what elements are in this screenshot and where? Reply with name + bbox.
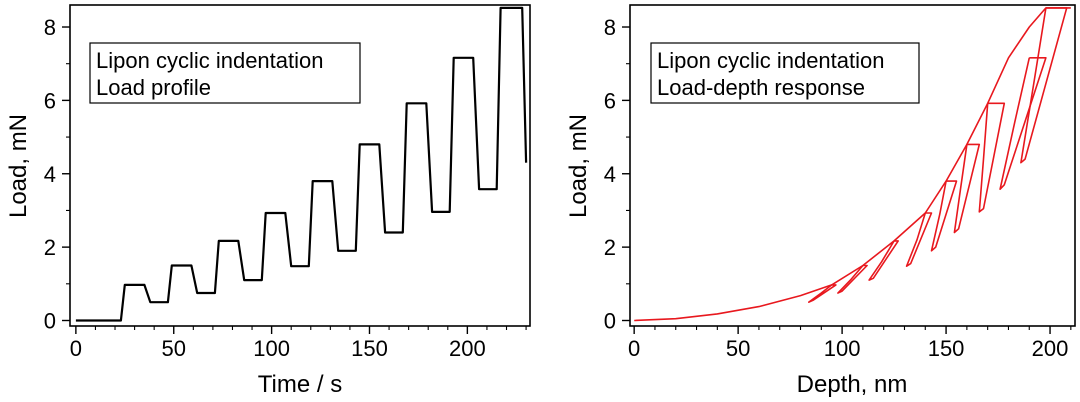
plot-frame (69, 4, 531, 327)
y-tick-label: 8 (604, 15, 616, 40)
y-tick-label: 8 (44, 15, 56, 40)
legend-line-2: Load-depth response (657, 75, 865, 100)
series-line-6 (930, 180, 958, 252)
x-tick-label: 150 (351, 336, 388, 361)
x-tick-label: 200 (1032, 336, 1069, 361)
y-axis-title: Load, mN (5, 114, 32, 218)
x-tick-label: 0 (628, 336, 640, 361)
series-line-9 (999, 56, 1047, 190)
load-profile-lines (75, 6, 528, 322)
y-tick-label: 0 (44, 308, 56, 333)
x-tick-label: 150 (928, 336, 965, 361)
y-tick-label: 2 (604, 235, 616, 260)
series-line-8 (978, 102, 1006, 213)
legend-line-1: Lipon cyclic indentation (96, 48, 323, 73)
series-line-2 (807, 284, 837, 304)
y-tick-label: 6 (44, 88, 56, 113)
x-tick-label: 200 (449, 336, 486, 361)
y-axis-ticks: 0 2 4 6 8 (604, 15, 630, 333)
x-tick-label: 0 (70, 336, 82, 361)
x-axis-ticks: 0 50 100 150 200 (628, 326, 1072, 361)
legend-box (89, 42, 361, 104)
legend-box (650, 42, 920, 104)
x-tick-label: 50 (726, 336, 750, 361)
series-line-5 (905, 212, 933, 268)
y-tick-label: 4 (604, 162, 616, 187)
load-profile-panel: 0 50 100 150 200 0 2 4 6 8 Time / s Load, mN Lip… (5, 4, 531, 398)
x-tick-label: 100 (253, 336, 290, 361)
x-axis-ticks: 0 50 100 150 200 (70, 326, 527, 361)
load-depth-panel: 0 50 100 150 200 0 2 4 6 8 Depth, nm Load, mN Li… (565, 4, 1076, 398)
x-tick-label: 50 (162, 336, 186, 361)
x-tick-label: 100 (824, 336, 861, 361)
series-line-7 (953, 143, 981, 234)
plot-frame (629, 4, 1076, 327)
x-axis-title: Time / s (258, 371, 342, 398)
y-axis-title: Load, mN (565, 114, 592, 218)
y-tick-label: 2 (44, 235, 56, 260)
series-line-10 (1020, 7, 1068, 164)
load-depth-lines (634, 7, 1071, 322)
series-line-1 (75, 6, 528, 322)
x-axis-title: Depth, nm (797, 371, 908, 398)
y-tick-label: 4 (44, 162, 56, 187)
legend-line-2: Load profile (96, 75, 211, 100)
y-tick-label: 0 (604, 308, 616, 333)
series-line-3 (837, 264, 868, 294)
series-line-4 (868, 240, 900, 281)
y-axis-ticks: 0 2 4 6 8 (44, 15, 70, 333)
legend-line-1: Lipon cyclic indentation (657, 48, 884, 73)
y-tick-label: 6 (604, 88, 616, 113)
